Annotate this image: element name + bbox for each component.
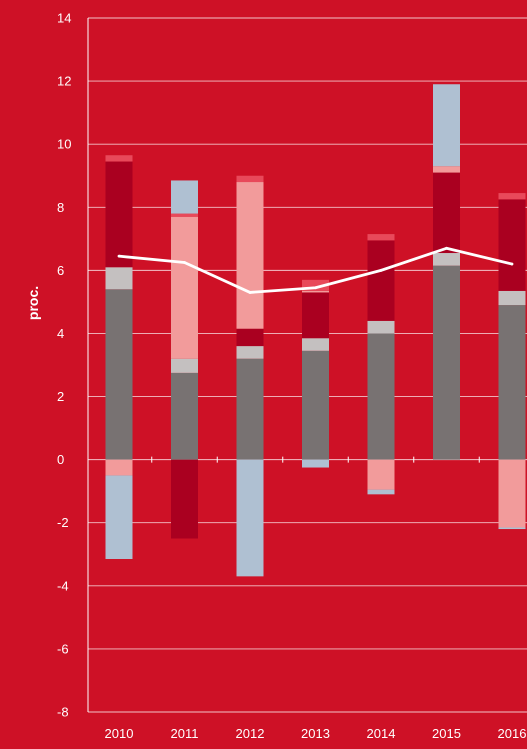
x-tick-label: 2011 [171,726,199,741]
line-point [510,262,514,266]
bar-segment [433,265,460,460]
bar-segment [433,172,460,254]
x-tick-label: 2013 [301,726,330,741]
y-tick-label: 0 [57,452,64,467]
bar-segment [498,290,526,306]
y-tick-label: 4 [57,326,64,341]
bar-segment [236,182,264,329]
y-tick-label: 6 [57,263,64,278]
x-tick-label: 2015 [432,726,461,741]
line-point [183,261,186,264]
axis-layer: 14 12 10 8 6 4 2 0 -2 -4 -6 -8 2010 2011 2012 2013 2014 2… [57,11,526,742]
bar-segment [171,372,198,460]
y-tick-label: -2 [57,515,69,530]
bar-segment [433,253,460,266]
bar-segment [171,216,198,359]
bar-segment [302,350,329,460]
y-axis-title: proc. [25,286,41,320]
bar-segment [171,358,198,373]
bar-segment [498,459,526,528]
line-point [445,246,448,250]
bar-segment [236,328,264,347]
bar-segment [498,527,526,530]
x-tick-label: 2012 [236,726,265,741]
bar-layer [105,84,526,577]
bar-segment [105,161,133,268]
y-tick-label: 8 [57,200,64,215]
y-tick-label: 2 [57,389,64,404]
y-tick-label: 10 [57,137,71,152]
y-tick-label: -6 [57,641,69,656]
bar-segment [498,305,526,460]
bar-segment [236,346,264,359]
bar-segment [367,234,395,241]
bar-segment [171,213,198,217]
x-tick-label: 2010 [105,726,134,741]
bar-segment [498,199,526,291]
bar-segment [433,84,460,167]
bar-segment [302,292,329,339]
bar-segment [236,358,264,460]
bar-segment [105,475,133,560]
bar-segment [105,459,133,476]
line-layer [117,246,514,294]
bar-segment [367,489,395,495]
bar-segment [367,459,395,490]
bar-segment [498,193,526,200]
bar-segment [302,459,329,468]
bar-segment [171,180,198,214]
y-tick-label: -8 [57,705,69,720]
y-tick-label: -4 [57,578,69,593]
bar-segment [433,166,460,173]
bar-segment [302,279,329,291]
line-point [379,268,383,272]
bar-segment [302,290,329,293]
bar-segment [171,459,198,539]
bar-segment [105,155,133,162]
bar-segment [302,338,329,351]
bar-segment [236,175,264,183]
bar-segment [367,333,395,460]
y-tick-label: 12 [57,74,71,89]
bar-segment [367,320,395,334]
y-tick-label: 14 [57,11,71,26]
bar-segment [105,289,133,460]
line-point [248,291,252,294]
bar-segment [367,240,395,321]
line-point [117,254,121,258]
line-point [314,286,317,290]
bar-segment [236,459,264,577]
bar-segment [105,267,133,290]
x-tick-label: 2016 [498,726,527,741]
x-tick-label: 2014 [367,726,396,741]
